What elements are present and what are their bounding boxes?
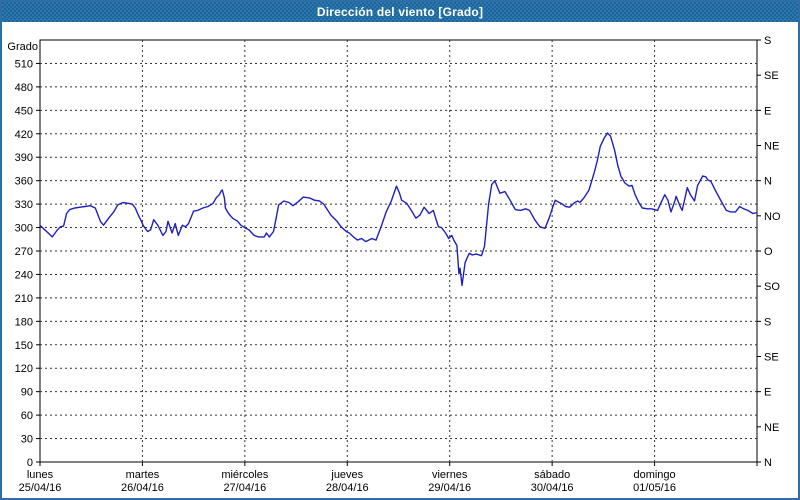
x-axis-day-label: miércoles bbox=[221, 469, 269, 481]
right-axis-compass-label: SE bbox=[764, 352, 779, 364]
left-axis-tick-label: 150 bbox=[15, 340, 33, 352]
right-axis-compass-label: S bbox=[764, 316, 771, 328]
left-axis-tick-label: 60 bbox=[21, 410, 33, 422]
x-axis-date-label: 30/04/16 bbox=[531, 482, 574, 494]
plot-box bbox=[39, 39, 758, 463]
left-axis-tick-label: 330 bbox=[15, 199, 33, 211]
x-axis-date-label: 29/04/16 bbox=[428, 482, 471, 494]
x-axis-day-label: martes bbox=[126, 469, 160, 481]
right-axis-compass-label: N bbox=[764, 176, 772, 188]
right-axis-compass-label: NE bbox=[764, 141, 779, 153]
left-axis-tick-label: 210 bbox=[15, 293, 33, 305]
x-axis-date-label: 28/04/16 bbox=[326, 482, 369, 494]
left-axis-tick-label: 30 bbox=[21, 434, 33, 446]
wind-direction-line bbox=[39, 132, 758, 287]
right-axis-compass-label: NE bbox=[764, 422, 779, 434]
left-axis-tick-label: 0 bbox=[27, 457, 33, 469]
right-axis-compass-label: E bbox=[764, 105, 771, 117]
left-axis-tick-label: 300 bbox=[15, 223, 33, 235]
x-axis-date-label: 01/05/16 bbox=[633, 482, 676, 494]
left-axis-tick-label: 120 bbox=[15, 363, 33, 375]
left-axis-tick-label: 360 bbox=[15, 176, 33, 188]
chart-title-bar: Dirección del viento [Grado] bbox=[2, 2, 798, 22]
x-axis-day-label: sábado bbox=[534, 469, 570, 481]
left-axis-tick-label: 180 bbox=[15, 316, 33, 328]
right-axis-compass-label: O bbox=[764, 246, 773, 258]
x-axis-date-label: 27/04/16 bbox=[223, 482, 266, 494]
right-axis-compass-label: S bbox=[764, 35, 771, 47]
left-axis-tick-label: 390 bbox=[15, 152, 33, 164]
left-axis-tick-label: 480 bbox=[15, 82, 33, 94]
x-axis-day-label: viernes bbox=[432, 469, 468, 481]
y-axis-unit-label: Grado bbox=[7, 41, 38, 53]
left-axis-tick-label: 420 bbox=[15, 129, 33, 141]
right-axis-compass-label: E bbox=[764, 387, 771, 399]
chart-title: Dirección del viento [Grado] bbox=[316, 5, 484, 19]
right-axis-compass-label: N bbox=[764, 457, 772, 469]
x-axis-day-label: lunes bbox=[27, 469, 54, 481]
x-axis-date-label: 25/04/16 bbox=[19, 482, 62, 494]
x-axis-day-label: jueves bbox=[330, 469, 363, 481]
left-axis-tick-label: 510 bbox=[15, 58, 33, 70]
left-axis-tick-label: 240 bbox=[15, 269, 33, 281]
left-axis-tick-label: 270 bbox=[15, 246, 33, 258]
x-axis-date-label: 26/04/16 bbox=[121, 482, 164, 494]
x-axis-day-label: domingo bbox=[633, 469, 675, 481]
right-axis-compass-label: SE bbox=[764, 70, 779, 82]
right-axis-compass-label: NO bbox=[764, 211, 781, 223]
left-axis-tick-label: 90 bbox=[21, 387, 33, 399]
left-axis-tick-label: 450 bbox=[15, 105, 33, 117]
right-axis-compass-label: SO bbox=[764, 281, 780, 293]
